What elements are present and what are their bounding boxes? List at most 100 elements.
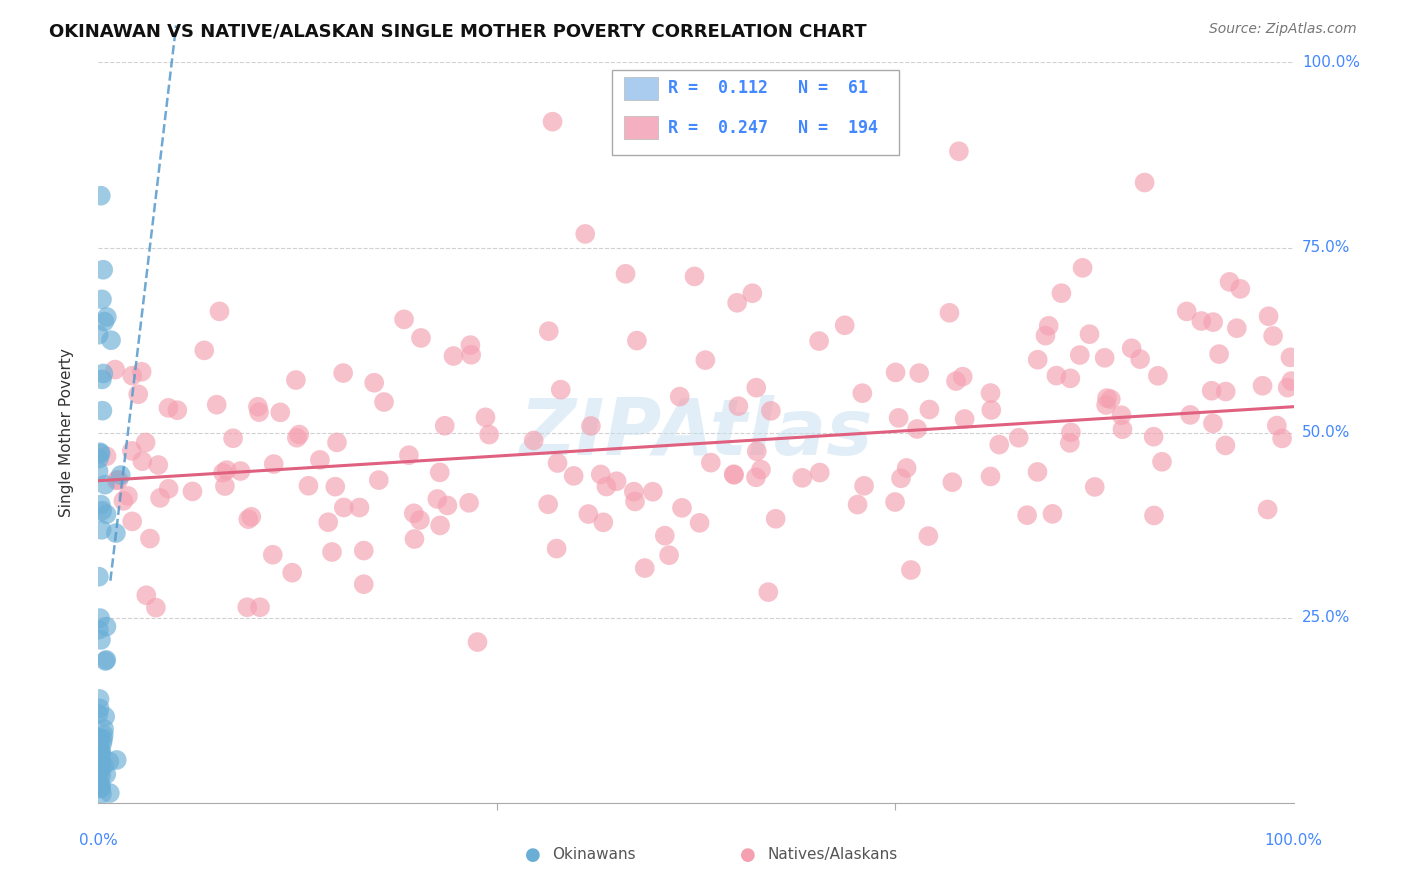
Point bbox=[624, 494, 647, 508]
Point bbox=[96, 653, 118, 667]
Point bbox=[121, 443, 143, 458]
Point bbox=[938, 306, 960, 320]
Point bbox=[89, 765, 111, 780]
Point bbox=[93, 314, 115, 328]
Point bbox=[1180, 408, 1202, 422]
Point bbox=[110, 468, 132, 483]
Point bbox=[745, 107, 768, 121]
Point bbox=[1251, 378, 1274, 392]
Point bbox=[208, 304, 231, 318]
Point bbox=[941, 475, 963, 490]
Point bbox=[749, 462, 772, 476]
Point bbox=[91, 372, 114, 386]
Point bbox=[429, 518, 451, 533]
Point bbox=[93, 758, 115, 772]
Point bbox=[229, 464, 252, 478]
Point bbox=[623, 484, 645, 499]
Point bbox=[89, 745, 111, 759]
Point bbox=[671, 500, 693, 515]
Point bbox=[90, 188, 112, 202]
Text: R =  0.247   N =  194: R = 0.247 N = 194 bbox=[668, 119, 879, 136]
Point bbox=[436, 499, 458, 513]
Point bbox=[654, 529, 676, 543]
Point bbox=[884, 495, 907, 509]
Point bbox=[1226, 321, 1249, 335]
Point bbox=[135, 588, 157, 602]
Point bbox=[1008, 431, 1031, 445]
Point bbox=[94, 709, 117, 723]
Point bbox=[87, 775, 110, 789]
Point bbox=[634, 561, 657, 575]
Point bbox=[1059, 436, 1081, 450]
Point bbox=[853, 479, 876, 493]
Point bbox=[205, 398, 228, 412]
Point bbox=[458, 496, 481, 510]
Point bbox=[98, 755, 121, 769]
Point bbox=[89, 762, 111, 776]
Point bbox=[1059, 371, 1081, 385]
Point bbox=[896, 461, 918, 475]
Point bbox=[562, 469, 585, 483]
Point bbox=[87, 731, 110, 745]
Point bbox=[121, 514, 143, 528]
Point bbox=[792, 471, 814, 485]
Point bbox=[105, 474, 128, 488]
Point bbox=[240, 509, 263, 524]
Point bbox=[91, 731, 114, 746]
Point bbox=[1084, 480, 1107, 494]
Point bbox=[808, 334, 831, 348]
Point bbox=[579, 419, 602, 434]
Point bbox=[474, 410, 496, 425]
Point bbox=[478, 427, 501, 442]
Point bbox=[980, 386, 1002, 401]
Point bbox=[626, 334, 648, 348]
Point bbox=[727, 399, 749, 413]
Point bbox=[887, 410, 910, 425]
Text: 100.0%: 100.0% bbox=[1302, 55, 1360, 70]
Point bbox=[94, 477, 117, 491]
Point bbox=[90, 498, 112, 512]
Point bbox=[93, 367, 115, 381]
Point bbox=[139, 532, 162, 546]
Text: OKINAWAN VS NATIVE/ALASKAN SINGLE MOTHER POVERTY CORRELATION CHART: OKINAWAN VS NATIVE/ALASKAN SINGLE MOTHER… bbox=[49, 22, 868, 40]
Point bbox=[808, 466, 831, 480]
Point bbox=[89, 701, 111, 715]
Point bbox=[89, 743, 111, 757]
Point bbox=[285, 431, 308, 445]
Point bbox=[1069, 348, 1091, 362]
Point bbox=[851, 386, 873, 401]
Point bbox=[641, 484, 664, 499]
Point bbox=[249, 600, 271, 615]
Point bbox=[135, 435, 157, 450]
Point bbox=[1035, 328, 1057, 343]
Point bbox=[723, 467, 745, 482]
Point bbox=[1147, 368, 1170, 383]
Point bbox=[94, 654, 117, 668]
Point bbox=[574, 227, 596, 241]
Point bbox=[537, 497, 560, 511]
Point bbox=[127, 387, 149, 401]
Point bbox=[121, 368, 143, 383]
Point bbox=[700, 456, 723, 470]
Point bbox=[89, 692, 111, 706]
Point bbox=[1095, 391, 1118, 405]
Point bbox=[433, 418, 456, 433]
Point bbox=[117, 489, 139, 503]
Text: R =  0.112   N =  61: R = 0.112 N = 61 bbox=[668, 79, 869, 97]
Point bbox=[90, 743, 112, 757]
Point bbox=[1265, 418, 1288, 433]
Point bbox=[550, 383, 572, 397]
Point bbox=[429, 466, 451, 480]
Point bbox=[104, 526, 127, 541]
Point bbox=[247, 405, 270, 419]
Point bbox=[236, 600, 259, 615]
Point bbox=[288, 427, 311, 442]
Point bbox=[363, 376, 385, 390]
Point bbox=[321, 545, 343, 559]
Point bbox=[759, 404, 782, 418]
Point bbox=[89, 731, 111, 745]
Point bbox=[309, 453, 332, 467]
Point bbox=[595, 479, 617, 493]
Point bbox=[96, 767, 118, 781]
Point bbox=[87, 623, 110, 637]
